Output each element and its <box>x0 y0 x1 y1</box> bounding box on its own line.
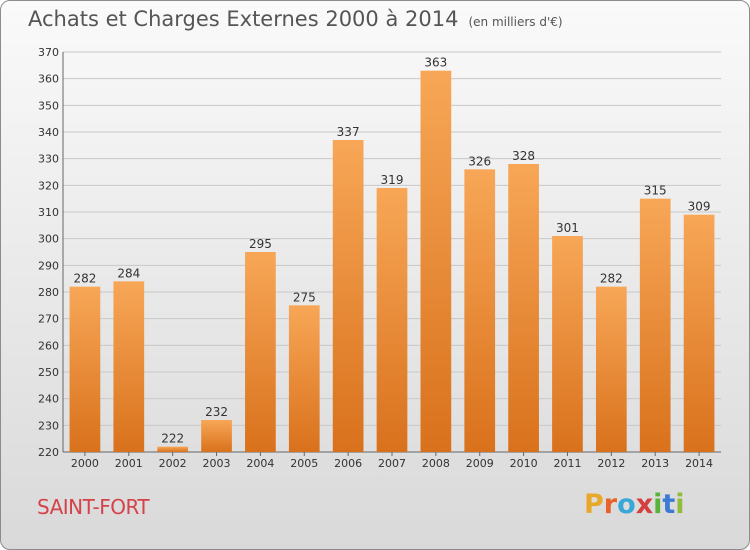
logo-letter: i <box>653 489 663 520</box>
bar-2013 <box>639 198 671 452</box>
x-tick-label-2003: 2003 <box>203 457 231 470</box>
bar-2000 <box>69 286 101 452</box>
bar-2010 <box>508 164 539 452</box>
x-tick-label-2005: 2005 <box>290 457 318 470</box>
logo-letter: P <box>584 489 604 520</box>
logo-letter: r <box>603 489 618 520</box>
x-tick-label-2012: 2012 <box>597 457 625 470</box>
y-tick-label: 320 <box>38 179 59 192</box>
bar-2009 <box>464 169 496 453</box>
value-label-2008: 363 <box>424 56 447 70</box>
value-label-2012: 282 <box>600 272 623 286</box>
labels: 220 230 240 250 260 270 280 290 300 310 320 330 340 3… <box>38 46 713 470</box>
bar-2007 <box>376 188 408 452</box>
chart-title-text: Achats et Charges Externes 2000 à 2014 <box>28 7 459 31</box>
bar-2002 <box>157 446 189 452</box>
bar-2011 <box>552 236 583 452</box>
y-tick-label: 330 <box>38 153 59 166</box>
value-label-2010: 328 <box>512 149 535 163</box>
value-label-2005: 275 <box>293 290 316 304</box>
bar-2006 <box>332 140 364 452</box>
y-tick-label: 290 <box>38 259 59 272</box>
commune-name: SAINT-FORT <box>37 495 150 519</box>
y-tick-label: 250 <box>38 366 59 379</box>
value-label-2002: 222 <box>161 432 184 446</box>
y-tick-label: 270 <box>38 313 59 326</box>
value-label-2004: 295 <box>249 237 272 251</box>
value-label-2014: 309 <box>688 200 711 214</box>
y-tick-label: 280 <box>38 286 59 299</box>
x-tick-label-2013: 2013 <box>641 457 669 470</box>
y-tick-label: 240 <box>38 393 59 406</box>
value-label-2006: 337 <box>337 125 360 139</box>
y-tick-label: 230 <box>38 419 59 432</box>
y-tick-label: 370 <box>38 46 59 59</box>
x-tick-label-2006: 2006 <box>334 457 362 470</box>
value-label-2009: 326 <box>468 154 491 168</box>
x-tick-label-2004: 2004 <box>246 457 274 470</box>
logo-letter: x <box>635 489 654 520</box>
value-label-2013: 315 <box>644 184 667 198</box>
y-tick-label: 300 <box>38 233 59 246</box>
bar-2004 <box>245 252 276 452</box>
chart-unit: (en milliers d'€) <box>468 15 563 29</box>
value-label-2003: 232 <box>205 405 228 419</box>
y-tick-label: 260 <box>38 339 59 352</box>
bar-2001 <box>113 281 145 452</box>
x-tick-label-2011: 2011 <box>553 457 581 470</box>
x-tick-label-2001: 2001 <box>115 457 143 470</box>
x-tick-label-2010: 2010 <box>510 457 538 470</box>
logo-letter: o <box>617 489 636 520</box>
bar-2005 <box>288 305 320 452</box>
y-tick-label: 220 <box>38 446 59 459</box>
value-label-2007: 319 <box>381 173 404 187</box>
bar-2014 <box>683 214 715 452</box>
proxiti-logo: Proxiti <box>584 489 685 520</box>
x-tick-label-2014: 2014 <box>685 457 713 470</box>
y-tick-label: 340 <box>38 126 59 139</box>
value-label-2011: 301 <box>556 221 579 235</box>
x-tick-label-2008: 2008 <box>422 457 450 470</box>
y-tick-label: 360 <box>38 73 59 86</box>
chart-title: Achats et Charges Externes 2000 à 2014 (e… <box>28 7 563 31</box>
bars <box>69 70 715 453</box>
y-tick-label: 310 <box>38 206 59 219</box>
x-tick-label-2009: 2009 <box>466 457 494 470</box>
value-label-2000: 282 <box>73 272 96 286</box>
x-tick-label-2000: 2000 <box>71 457 99 470</box>
logo-letter: t <box>662 489 676 520</box>
x-tick-label-2002: 2002 <box>159 457 187 470</box>
bar-2003 <box>201 420 232 452</box>
value-label-2001: 284 <box>117 266 140 280</box>
logo-letter: i <box>675 489 685 520</box>
bar-2012 <box>595 286 627 452</box>
bar-2008 <box>420 70 452 453</box>
x-tick-label-2007: 2007 <box>378 457 406 470</box>
y-tick-label: 350 <box>38 99 59 112</box>
